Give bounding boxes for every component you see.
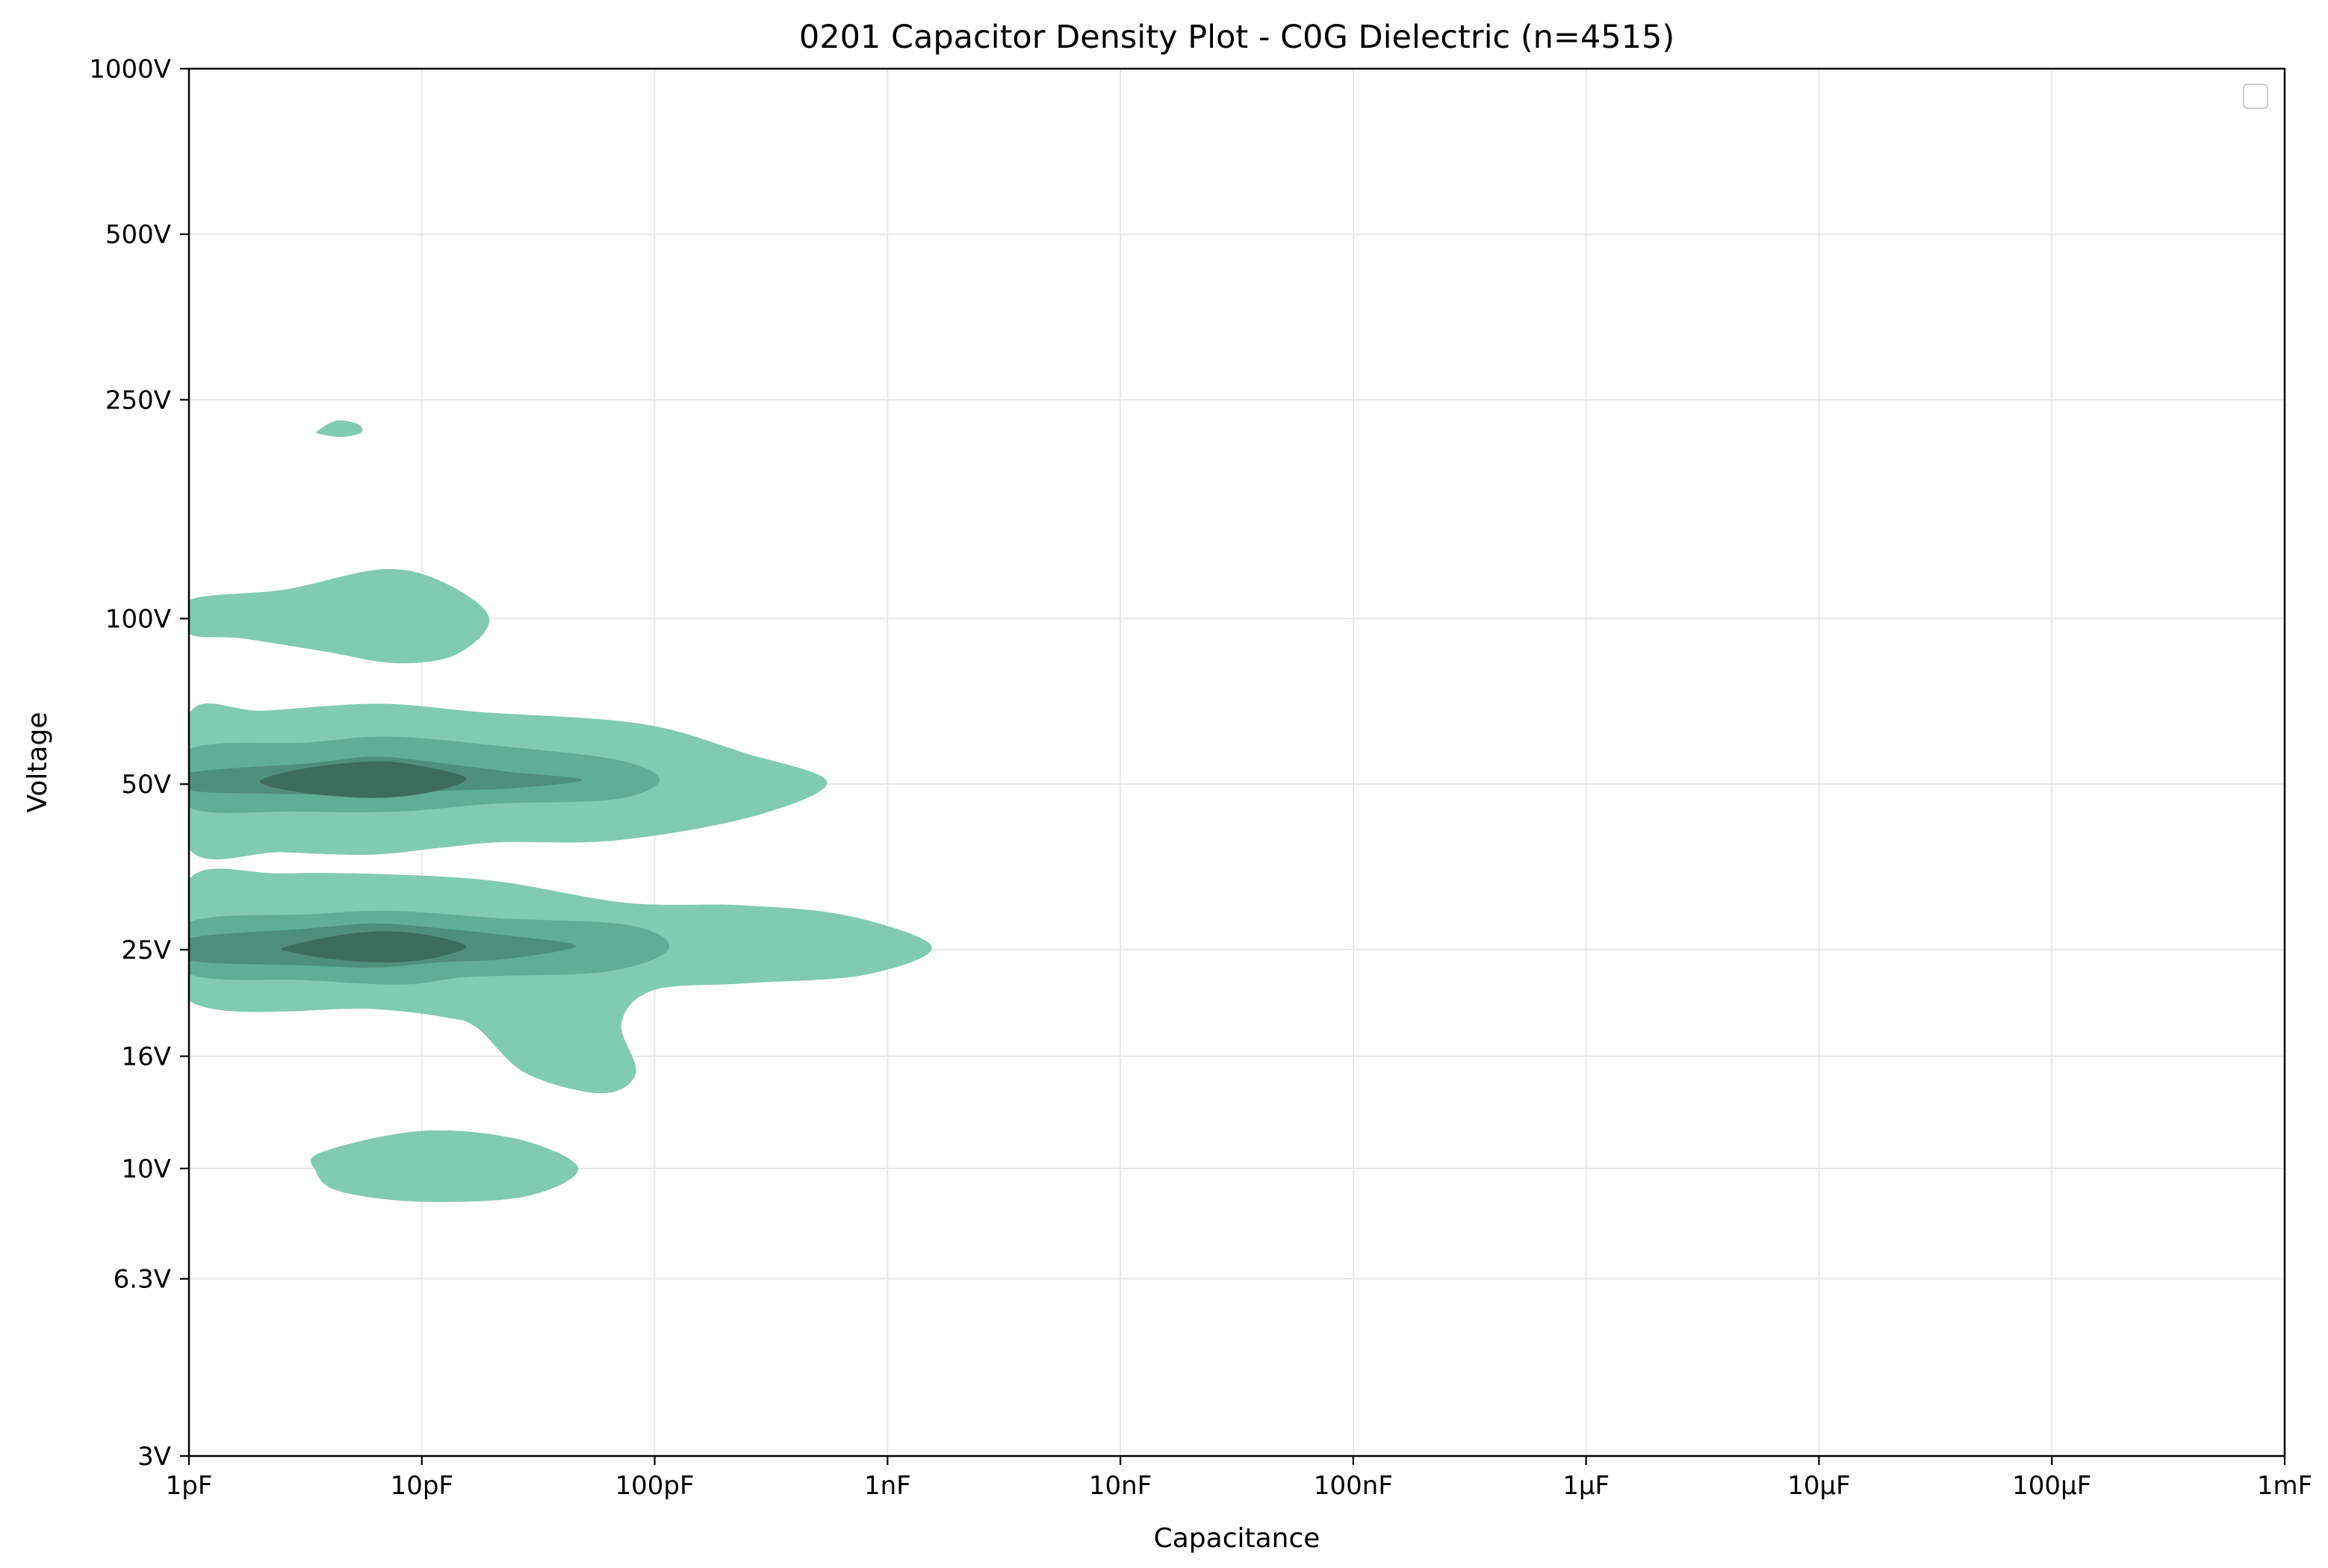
density-contours [189,420,932,1202]
density-region-level-1 [189,569,490,664]
density-region-level-1 [311,1130,579,1202]
y-axis-title: Voltage [22,712,53,812]
y-tick-label: 6.3V [114,1265,171,1295]
y-tick-label: 25V [121,936,171,965]
x-tick-label: 10µF [1787,1471,1850,1501]
density-region-level-1 [316,420,363,438]
y-tick-label: 1000V [89,55,171,84]
x-tick-label: 100nF [1314,1471,1393,1501]
chart-title: 0201 Capacitor Density Plot - C0G Dielec… [799,19,1674,56]
y-tick-label: 100V [105,604,171,634]
y-tick-label: 3V [137,1442,171,1472]
x-tick-label: 10nF [1089,1471,1152,1501]
y-tick-label: 16V [121,1042,171,1072]
y-tick-label: 250V [105,385,171,415]
x-tick-label: 1µF [1562,1471,1610,1501]
x-tick-label: 1mF [2257,1471,2312,1501]
x-axis-title: Capacitance [1154,1523,1320,1554]
y-tick-label: 10V [121,1154,171,1184]
density-region-level-4 [260,761,467,798]
axis-ticks: 1pF 10pF 100pF 1nF 10nF 100nF 1µF 10µF 100µF 1mF 3… [89,55,2312,1501]
x-tick-label: 100pF [615,1471,695,1501]
y-tick-label: 500V [105,220,171,250]
density-region-level-4 [281,931,467,962]
x-tick-label: 1nF [864,1471,911,1501]
plot-frame [187,67,2286,1457]
legend-box [2243,84,2268,109]
x-tick-label: 1pF [166,1471,213,1501]
x-tick-label: 10pF [391,1471,453,1501]
x-tick-label: 100µF [2012,1471,2091,1501]
y-tick-label: 50V [121,770,171,800]
